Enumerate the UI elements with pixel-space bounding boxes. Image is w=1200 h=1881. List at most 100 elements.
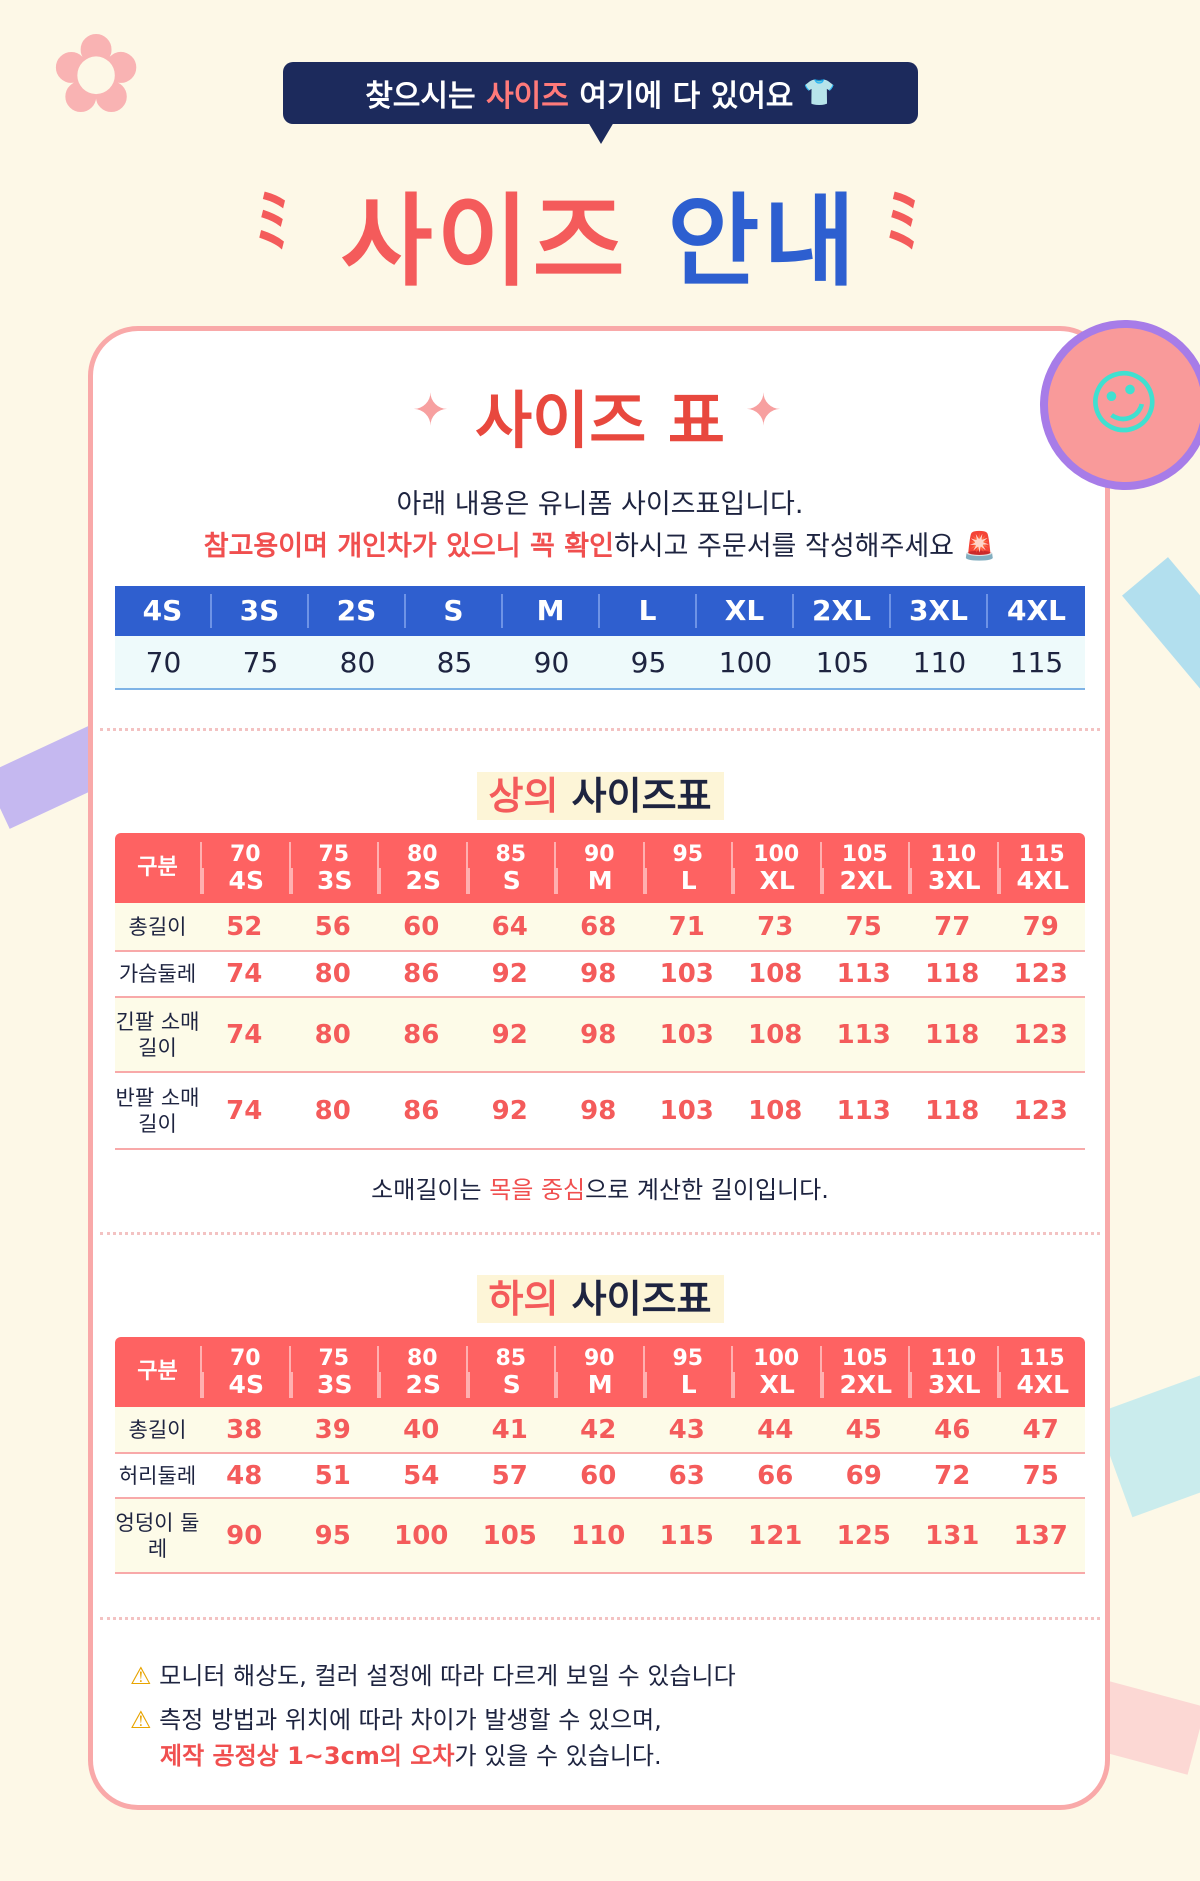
header-size: 3XL: [910, 868, 997, 894]
bubble-tail: [588, 122, 614, 144]
size-label: 3S: [212, 594, 309, 628]
size-map-table: 4S 3S 2S S M L XL 2XL 3XL 4XL 70 75 80 85 90 95 100 105 1…: [115, 586, 1085, 690]
size-value: 105: [815, 645, 870, 679]
cell-value: 74: [226, 959, 263, 989]
cell-value: 98: [580, 959, 617, 989]
header-cell: 85 S: [465, 842, 555, 894]
row-label: 반팔 소매길이: [115, 1085, 200, 1136]
cell-value: 105: [482, 1520, 537, 1551]
tshirt-icon: 👕: [803, 78, 836, 108]
cell-value: 80: [314, 1095, 351, 1126]
cell-value: 110: [571, 1520, 626, 1551]
table-row: 총길이 52 56 60 64 68 71 73 75 77 79: [115, 903, 1085, 952]
size-value: 70: [145, 645, 182, 679]
cell-value: 75: [1022, 1460, 1059, 1491]
cell-value: 46: [934, 1414, 971, 1445]
size-label: S: [406, 594, 503, 628]
cell-value: 57: [491, 1460, 528, 1491]
cell-value: 131: [925, 1520, 980, 1551]
cell-value: 48: [226, 1460, 263, 1491]
header-num: 105: [841, 842, 888, 867]
header-cell: 110 3XL: [908, 1346, 997, 1398]
sleeve-note: 소매길이는 목을 중심으로 계산한 길이입니다.: [371, 1176, 829, 1204]
cell-value: 137: [1013, 1520, 1068, 1551]
size-value: 100: [718, 645, 773, 679]
cell-value: 41: [491, 1414, 528, 1445]
cell-value: 86: [403, 959, 440, 989]
bottom-section-title: 하의 사이즈표: [0, 1268, 1200, 1323]
header-size: 2S: [379, 1372, 466, 1398]
cell-value: 69: [845, 1460, 882, 1491]
squiggle-icon: ﾐ: [885, 180, 920, 262]
cell-value: 72: [934, 1460, 971, 1491]
cell-value: 118: [925, 959, 980, 989]
header-size: 3S: [290, 868, 378, 894]
cell-value: 68: [580, 911, 617, 942]
cell-value: 51: [314, 1460, 351, 1491]
cell-value: 123: [1013, 1095, 1068, 1126]
bubble-highlight: 사이즈: [486, 79, 569, 114]
cell-value: 103: [659, 959, 714, 989]
top-section-title: 상의 사이즈표: [0, 765, 1200, 820]
header-size: XL: [733, 1372, 820, 1398]
cell-value: 39: [314, 1414, 351, 1445]
row-label: 허리둘레: [118, 1463, 197, 1488]
size-label: 4S: [115, 594, 212, 628]
cell-value: 42: [580, 1414, 617, 1445]
header-cell: 80 2S: [377, 1346, 466, 1398]
bubble-text-post: 여기에 다 있어요: [568, 79, 794, 114]
warning-icon: ⚠: [130, 1662, 152, 1690]
header-cell: 100 XL: [731, 1346, 820, 1398]
warning-3: 제작 공정상 1~3cm의 오차가 있을 수 있습니다.: [160, 1742, 662, 1770]
bottom-size-table: 구분 70 4S 75 3S 80 2S 85 S 90 M 95 L 100 XL 105 2XL 110 3XL…: [115, 1337, 1085, 1574]
row-label: 총길이: [128, 1417, 187, 1442]
table-header: 구분 70 4S 75 3S 80 2S 85 S 90 M 95 L 100 XL 105 2XL 110 3XL…: [115, 1337, 1085, 1407]
cell-value: 47: [1022, 1414, 1059, 1445]
cell-value: 113: [836, 1095, 891, 1126]
size-value: 90: [533, 645, 570, 679]
header-num: 70: [229, 1346, 261, 1371]
header-num: 85: [495, 1346, 527, 1371]
size-label: XL: [697, 594, 794, 628]
divider: [100, 1232, 1100, 1235]
size-value: 85: [436, 645, 473, 679]
header-size: 2S: [379, 868, 466, 894]
cell-value: 108: [748, 1019, 803, 1050]
divider: [100, 1617, 1100, 1620]
header-cell: 70 4S: [200, 842, 289, 894]
cell-value: 60: [580, 1460, 617, 1491]
size-value: 115: [1009, 645, 1064, 679]
warning-1: ⚠ 모니터 해상도, 컬러 설정에 따라 다르게 보일 수 있습니다: [130, 1662, 736, 1690]
cell-value: 121: [748, 1520, 803, 1551]
header-size: 4XL: [998, 1372, 1086, 1398]
size-value: 95: [630, 645, 667, 679]
bubble-text: 찾으시는: [365, 79, 487, 114]
header-cell: 구분: [137, 855, 178, 880]
cell-value: 100: [394, 1520, 449, 1551]
header-size: 4S: [202, 868, 289, 894]
row-label: 가슴둘레: [118, 962, 197, 986]
cell-value: 79: [1022, 911, 1059, 942]
header-num: 80: [406, 842, 438, 867]
header-num: 115: [1018, 1346, 1065, 1371]
header-cell: 90 M: [554, 1346, 643, 1398]
cell-value: 103: [659, 1095, 714, 1126]
header-num: 100: [753, 842, 800, 867]
table-row: 가슴둘레 74 80 86 92 98 103 108 113 118 123: [115, 952, 1085, 998]
header-cell: 105 2XL: [819, 1346, 909, 1398]
header-cell: 115 4XL: [996, 842, 1086, 894]
header-num: 75: [318, 1346, 350, 1371]
cell-value: 64: [491, 911, 528, 942]
card-desc-1: 아래 내용은 유니폼 사이즈표입니다.: [396, 489, 804, 520]
warning-icon: ⚠: [130, 1706, 152, 1734]
header-size: L: [644, 1372, 732, 1398]
row-label: 긴팔 소매길이: [115, 1009, 200, 1060]
header-num: 90: [583, 1346, 615, 1371]
cell-value: 66: [757, 1460, 794, 1491]
card-title: 사이즈 표: [475, 384, 725, 457]
table-row: 허리둘레 48 51 54 57 60 63 66 69 72 75: [115, 1454, 1085, 1499]
size-label: 4XL: [1007, 594, 1066, 627]
size-label: 3XL: [891, 594, 988, 628]
header-size: S: [467, 1372, 555, 1398]
sparkle-icon: ✦: [745, 385, 782, 436]
